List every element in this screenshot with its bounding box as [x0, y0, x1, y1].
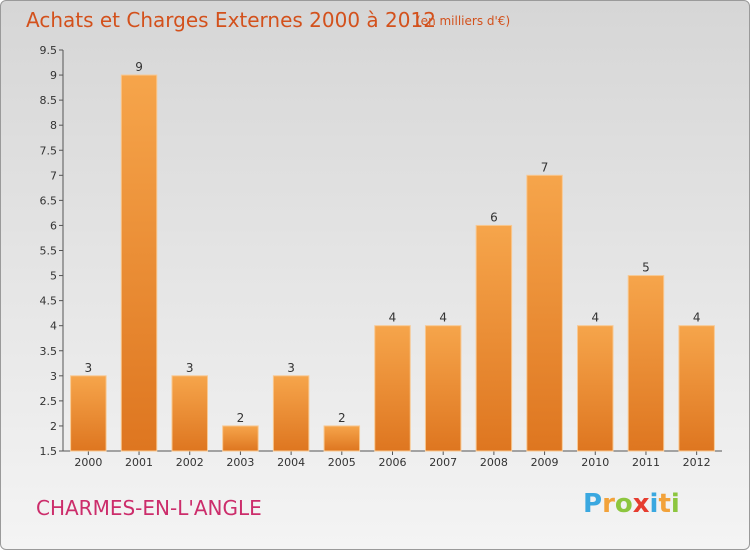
logo-letter: r [602, 489, 615, 519]
y-tick-label: 8.5 [40, 94, 58, 107]
y-tick-label: 5.5 [40, 245, 58, 258]
x-tick-label: 2003 [226, 456, 254, 469]
bar-value-label: 3 [287, 361, 295, 375]
y-tick-label: 3 [50, 370, 57, 383]
x-tick-label: 2010 [581, 456, 609, 469]
x-tick-label: 2012 [683, 456, 711, 469]
bar-value-label: 6 [490, 210, 498, 224]
y-tick-label: 3.5 [40, 345, 58, 358]
logo-letter: i [649, 489, 659, 519]
y-tick-label: 9 [50, 69, 57, 82]
logo-letter: x [632, 489, 650, 519]
bar-value-label: 3 [85, 361, 93, 375]
y-tick-label: 7 [50, 169, 57, 182]
bar [475, 224, 513, 452]
y-tick-label: 4 [50, 320, 57, 333]
x-tick-label: 2011 [632, 456, 660, 469]
y-tick-label: 9.5 [40, 44, 58, 57]
x-tick-label: 2000 [74, 456, 102, 469]
bar [70, 375, 107, 452]
bar-value-label: 7 [541, 160, 549, 174]
bar-value-label: 4 [693, 311, 701, 325]
chart-title: Achats et Charges Externes 2000 à 2012 [26, 8, 436, 32]
y-tick-label: 7.5 [40, 144, 58, 157]
x-tick-label: 2009 [531, 456, 559, 469]
x-tick-label: 2006 [379, 456, 407, 469]
x-tick-label: 2007 [429, 456, 457, 469]
logo-letter: t [658, 489, 671, 519]
bar [171, 375, 208, 452]
bar [272, 375, 310, 452]
chart-subtitle: (en milliers d'€) [416, 14, 510, 28]
y-tick-label: 4.5 [40, 295, 58, 308]
y-tick-label: 6.5 [40, 194, 58, 207]
logo-letter: P [583, 489, 603, 519]
bar [374, 325, 411, 452]
bar [627, 275, 665, 452]
bar [323, 425, 361, 452]
logo-letter: i [670, 489, 680, 519]
x-tick-label: 2002 [176, 456, 204, 469]
bar-value-label: 9 [135, 60, 143, 74]
x-tick-label: 2005 [328, 456, 356, 469]
y-tick-label: 1.5 [40, 445, 58, 458]
bar [120, 74, 158, 452]
logo-letter: o [614, 489, 633, 519]
y-tick-label: 2 [50, 420, 57, 433]
bar [678, 325, 715, 452]
bar [577, 325, 614, 452]
bar-value-label: 2 [338, 411, 346, 425]
y-tick-label: 5 [50, 270, 57, 283]
proxiti-logo: Proxiti [583, 489, 680, 519]
bar [526, 174, 563, 452]
place-name: CHARMES-EN-L'ANGLE [36, 496, 262, 520]
bar-value-label: 2 [237, 411, 245, 425]
bar [424, 325, 462, 452]
bar-value-label: 4 [439, 311, 447, 325]
x-tick-label: 2004 [277, 456, 305, 469]
x-tick-label: 2008 [480, 456, 508, 469]
y-tick-label: 2.5 [40, 395, 58, 408]
y-tick-label: 6 [50, 219, 57, 232]
bar [222, 425, 259, 452]
bar-value-label: 4 [591, 311, 599, 325]
bar-value-label: 4 [389, 311, 397, 325]
bar-value-label: 3 [186, 361, 194, 375]
y-tick-label: 8 [50, 119, 57, 132]
bar-value-label: 5 [642, 261, 650, 275]
x-tick-label: 2001 [125, 456, 153, 469]
